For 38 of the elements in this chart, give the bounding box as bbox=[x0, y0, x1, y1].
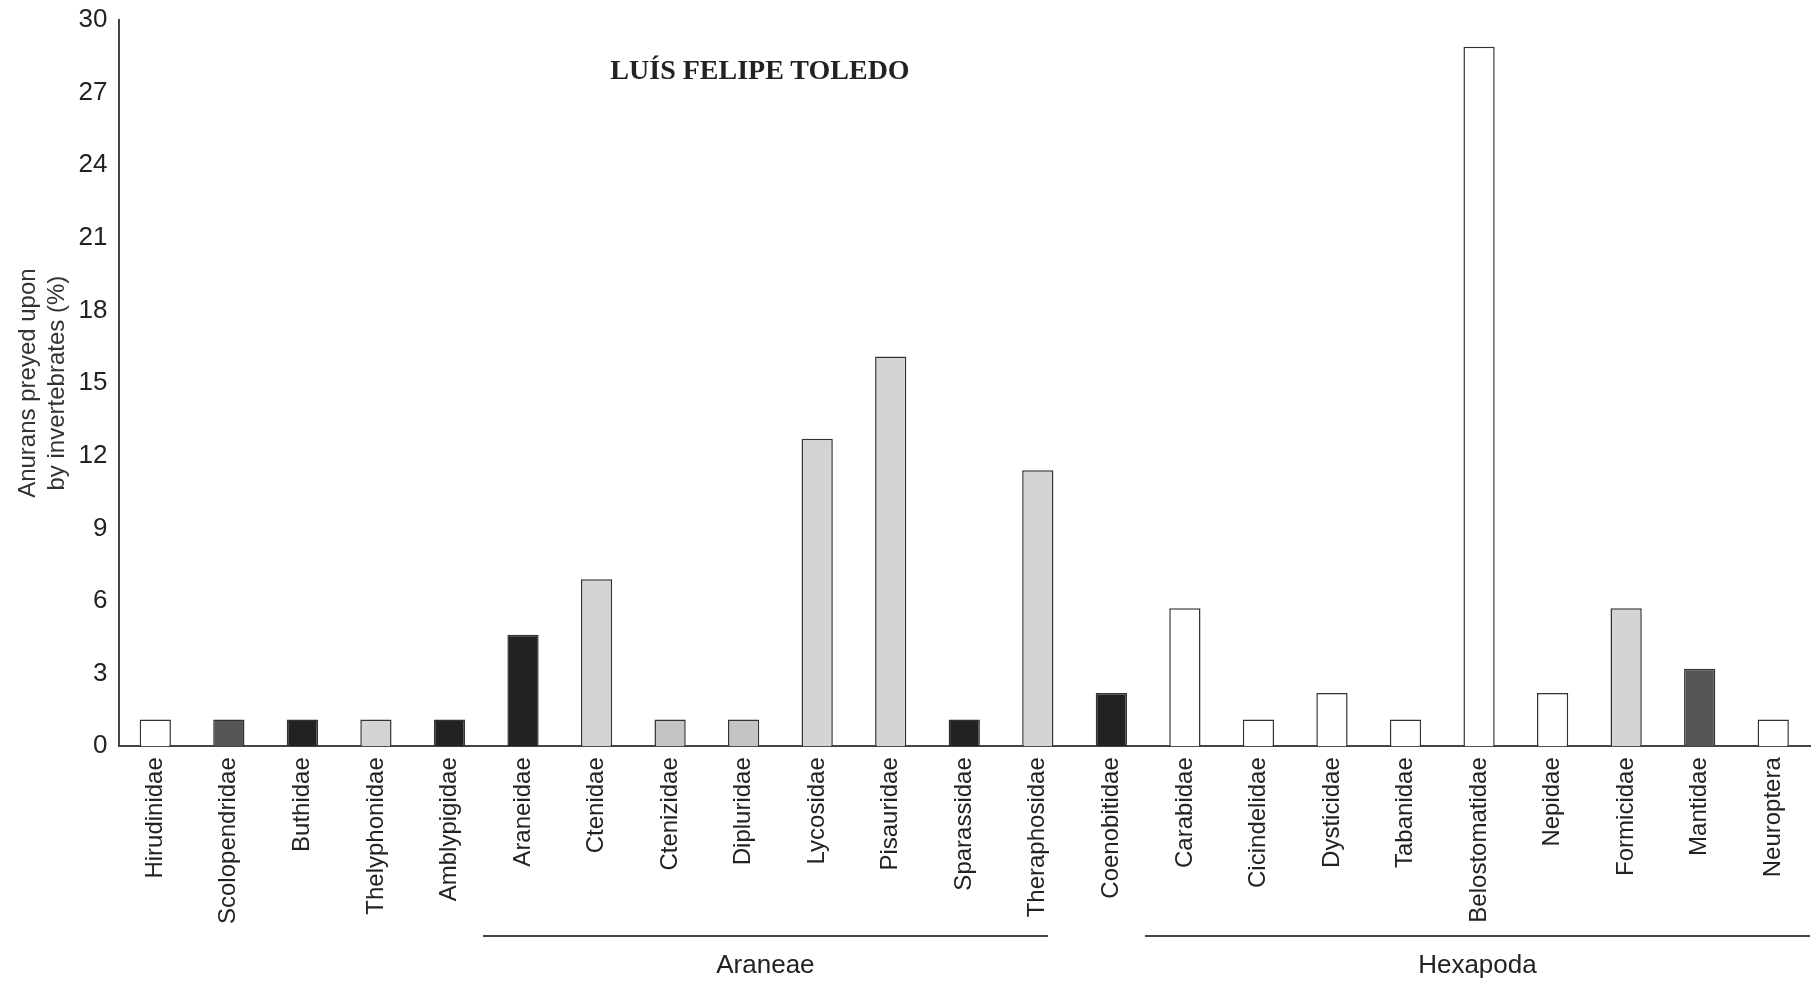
y-tick-label: 6 bbox=[93, 584, 108, 615]
x-tick-label: Thelyphonidae bbox=[360, 757, 388, 915]
y-axis-title: Anurans preyed upon by invertebrates (%) bbox=[13, 268, 69, 498]
x-tick-label: Ctenidae bbox=[581, 757, 609, 854]
x-tick-label: Belostomatidae bbox=[1463, 757, 1491, 923]
annotation: LUÍS FELIPE TOLEDO bbox=[610, 54, 910, 86]
y-tick-label: 21 bbox=[78, 221, 108, 252]
x-tick-label: Carabidae bbox=[1169, 757, 1197, 868]
y-tick-label: 12 bbox=[78, 438, 108, 469]
x-tick-label: Lycosidae bbox=[801, 757, 829, 865]
x-tick-label: Sparassidae bbox=[948, 757, 976, 891]
y-tick-label: 0 bbox=[93, 729, 108, 760]
x-tick-label: Cicindelidae bbox=[1243, 757, 1271, 888]
x-tick-label: Coenobitidae bbox=[1095, 757, 1123, 899]
x-tick-label: Formicidae bbox=[1610, 757, 1638, 876]
y-tick-label: 9 bbox=[93, 511, 108, 542]
x-tick-label: Dysticidae bbox=[1316, 757, 1344, 868]
x-tick-label: Dipluridae bbox=[728, 757, 756, 866]
y-tick-label: 3 bbox=[93, 656, 108, 687]
x-tick-label: Pisauridae bbox=[875, 757, 903, 871]
y-tick-label: 15 bbox=[78, 366, 108, 397]
x-tick-label: Scolopendridae bbox=[213, 757, 241, 924]
x-tick-label: Mantidae bbox=[1684, 757, 1712, 856]
x-tick-label: Nepidae bbox=[1537, 757, 1565, 847]
y-tick-label: 30 bbox=[78, 3, 108, 34]
x-tick-label: Amblypigidae bbox=[434, 757, 462, 902]
y-tick-label: 27 bbox=[78, 75, 108, 106]
x-tick-label: Hirudinidae bbox=[139, 757, 167, 879]
y-tick-label: 24 bbox=[78, 148, 108, 179]
x-tick-label: Tabanidae bbox=[1390, 757, 1418, 868]
x-tick-label: Ctenizidae bbox=[654, 757, 682, 871]
text: Araneae bbox=[716, 949, 815, 980]
text: Hexapoda bbox=[1418, 949, 1538, 980]
y-tick-label: 18 bbox=[78, 293, 108, 324]
x-tick-label: Buthidae bbox=[287, 757, 314, 852]
x-tick-label: Araneidae bbox=[507, 757, 535, 867]
x-tick-label: Theraphosidae bbox=[1022, 757, 1050, 918]
x-tick-label: Neuroptera bbox=[1757, 756, 1785, 878]
